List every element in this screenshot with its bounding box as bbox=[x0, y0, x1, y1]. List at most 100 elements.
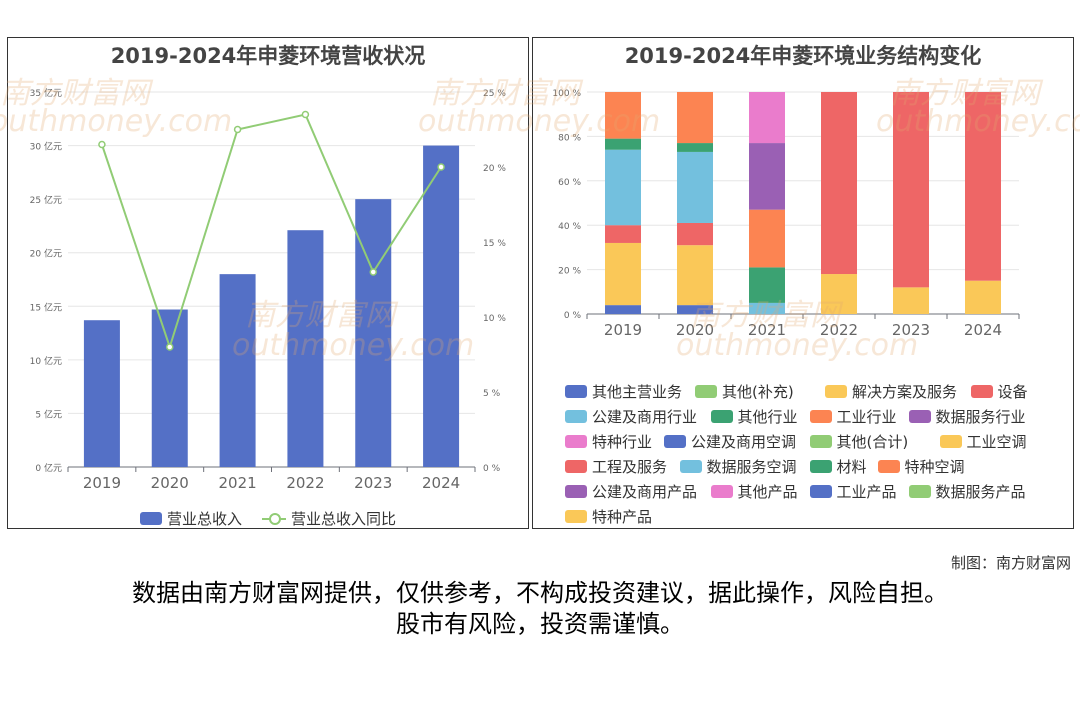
legend-swatch bbox=[565, 460, 587, 473]
legend-item[interactable]: 设备 bbox=[970, 381, 1028, 402]
stacked-bar-segment bbox=[605, 149, 641, 226]
x-tick-label: 2020 bbox=[676, 321, 714, 339]
yoy-point bbox=[369, 268, 377, 276]
legend-label: 公建及商用空调 bbox=[691, 433, 797, 451]
x-tick-label: 2021 bbox=[748, 321, 786, 339]
stacked-bar-segment bbox=[605, 138, 641, 150]
legend-swatch bbox=[809, 460, 832, 473]
legend-swatch bbox=[565, 435, 587, 448]
legend-item[interactable]: 工业行业 bbox=[809, 406, 897, 427]
structure-chart-panel: 2019-2024年申菱环境业务结构变化 0 % 20 % 40 % 60 % 80 %… bbox=[532, 37, 1074, 529]
y-tick-label-left: 20 亿元 bbox=[30, 248, 62, 260]
stacked-bar-segment bbox=[749, 267, 785, 303]
legend-item-revenue[interactable]: 营业总收入 bbox=[140, 508, 242, 528]
chart-credit: 制图：南方财富网 bbox=[950, 554, 1071, 572]
legend-item[interactable]: 特种空调 bbox=[877, 456, 965, 477]
yoy-line bbox=[100, 113, 442, 351]
stacked-bar-segment bbox=[749, 302, 785, 314]
x-tick-label: 2023 bbox=[892, 321, 930, 339]
legend-swatch bbox=[809, 410, 832, 423]
legend-item[interactable]: 公建及商用行业 bbox=[565, 406, 697, 427]
stacked-bar-segment bbox=[965, 280, 1001, 314]
stacked-bar-segment bbox=[893, 92, 929, 288]
legend-item[interactable]: 其他产品 bbox=[710, 481, 798, 502]
legend-label-yoy: 营业总收入同比 bbox=[291, 510, 397, 528]
stacked-bar-segment bbox=[821, 92, 857, 275]
legend-item[interactable]: 数据服务行业 bbox=[908, 406, 1026, 427]
legend-swatch bbox=[679, 460, 702, 473]
legend-item[interactable]: 工业产品 bbox=[809, 481, 897, 502]
stacked-bar-segment bbox=[605, 92, 641, 139]
legend-swatch bbox=[908, 485, 931, 498]
legend-item[interactable]: 其他主营业务 bbox=[565, 381, 682, 402]
x-tick-label: 2019 bbox=[604, 321, 642, 339]
structure-chart: 0 % 20 % 40 % 60 % 80 % 100 % 2019 2020 2021 2022… bbox=[552, 89, 1020, 339]
x-tick-label: 2022 bbox=[820, 321, 858, 339]
legend-swatch bbox=[809, 435, 832, 448]
legend-swatch bbox=[565, 410, 587, 423]
legend-label: 数据服务空调 bbox=[706, 458, 797, 476]
legend-item[interactable]: 材料 bbox=[809, 456, 867, 477]
stacked-bar-segment bbox=[605, 305, 641, 314]
legend-label: 工业产品 bbox=[836, 483, 897, 501]
y-tick-label: 40 % bbox=[558, 222, 581, 232]
y-tick-label-left: 5 亿元 bbox=[35, 408, 62, 420]
disclaimer-line-1: 数据由南方财富网提供，仅供参考，不构成投资建议，据此操作，风险自担。 bbox=[132, 579, 948, 607]
revenue-bar bbox=[83, 320, 120, 467]
revenue-chart-legend: 营业总收入 营业总收入同比 bbox=[8, 38, 528, 528]
legend-swatch bbox=[695, 385, 717, 398]
legend-item[interactable]: 公建及商用产品 bbox=[565, 481, 697, 502]
legend-label: 材料 bbox=[836, 458, 867, 476]
legend-label: 工业空调 bbox=[966, 433, 1027, 451]
legend-item[interactable]: 工程及服务 bbox=[565, 456, 667, 477]
yoy-point bbox=[301, 110, 310, 119]
legend-item[interactable]: 数据服务空调 bbox=[679, 456, 797, 477]
yoy-point bbox=[166, 343, 174, 351]
stacked-bar-segment bbox=[749, 92, 785, 144]
stacked-bar-segment bbox=[605, 242, 641, 306]
stacked-bar-segment bbox=[677, 305, 713, 314]
disclaimer-line-2: 股市有风险，投资需谨慎。 bbox=[396, 610, 684, 638]
y-tick-label: 0 % bbox=[564, 311, 582, 321]
legend-item[interactable]: 解决方案及服务 bbox=[825, 381, 957, 402]
legend-label: 特种产品 bbox=[592, 508, 653, 526]
x-tick-label: 2019 bbox=[83, 474, 121, 492]
legend-swatch bbox=[908, 410, 931, 423]
yoy-point bbox=[233, 125, 242, 134]
legend-item[interactable]: 公建及商用空调 bbox=[664, 431, 796, 452]
revenue-bar bbox=[151, 309, 188, 467]
legend-swatch bbox=[939, 435, 962, 448]
legend-item[interactable]: 其他(补充) bbox=[695, 381, 794, 402]
legend-swatch bbox=[877, 460, 900, 473]
x-tick-label: 2021 bbox=[218, 474, 256, 492]
stacked-bar-segment bbox=[965, 92, 1001, 281]
stacked-bar-segment bbox=[749, 209, 785, 268]
legend-item[interactable]: 特种行业 bbox=[565, 431, 652, 452]
legend-label: 其他(补充) bbox=[722, 383, 794, 401]
legend-item[interactable]: 其他(合计) bbox=[809, 431, 909, 452]
legend-swatch bbox=[825, 385, 847, 398]
y-tick-label-right: 20 % bbox=[483, 164, 506, 174]
legend-item[interactable]: 工业空调 bbox=[939, 431, 1027, 452]
x-tick-label: 2023 bbox=[354, 474, 392, 492]
revenue-bar bbox=[423, 145, 460, 468]
legend-swatch bbox=[565, 485, 587, 498]
x-tick-label: 2024 bbox=[422, 474, 460, 492]
legend-label: 工程及服务 bbox=[592, 458, 668, 476]
legend-item-yoy[interactable]: 营业总收入同比 bbox=[262, 508, 397, 528]
legend-item[interactable]: 数据服务产品 bbox=[908, 481, 1026, 502]
legend-label: 公建及商用行业 bbox=[592, 408, 698, 426]
y-tick-label-left: 35 亿元 bbox=[30, 87, 62, 99]
legend-swatch-revenue bbox=[140, 512, 162, 525]
y-tick-label-left: 10 亿元 bbox=[30, 355, 62, 367]
x-tick-label: 2024 bbox=[964, 321, 1002, 339]
legend-item[interactable]: 特种产品 bbox=[565, 506, 652, 527]
legend-item[interactable]: 其他行业 bbox=[710, 406, 798, 427]
legend-label: 其他(合计) bbox=[836, 433, 909, 451]
legend-label: 工业行业 bbox=[836, 408, 897, 426]
disclaimer: 数据由南方财富网提供，仅供参考，不构成投资建议，据此操作，风险自担。 股市有风险… bbox=[0, 578, 1080, 640]
stacked-bar-segment bbox=[677, 222, 713, 246]
y-tick-label: 60 % bbox=[558, 178, 581, 188]
structure-chart-title: 2019-2024年申菱环境业务结构变化 bbox=[624, 44, 982, 68]
revenue-chart-panel: 2019-2024年申菱环境营收状况 0 亿元 5 亿元 10 亿元 15 亿元 20 … bbox=[7, 37, 529, 529]
